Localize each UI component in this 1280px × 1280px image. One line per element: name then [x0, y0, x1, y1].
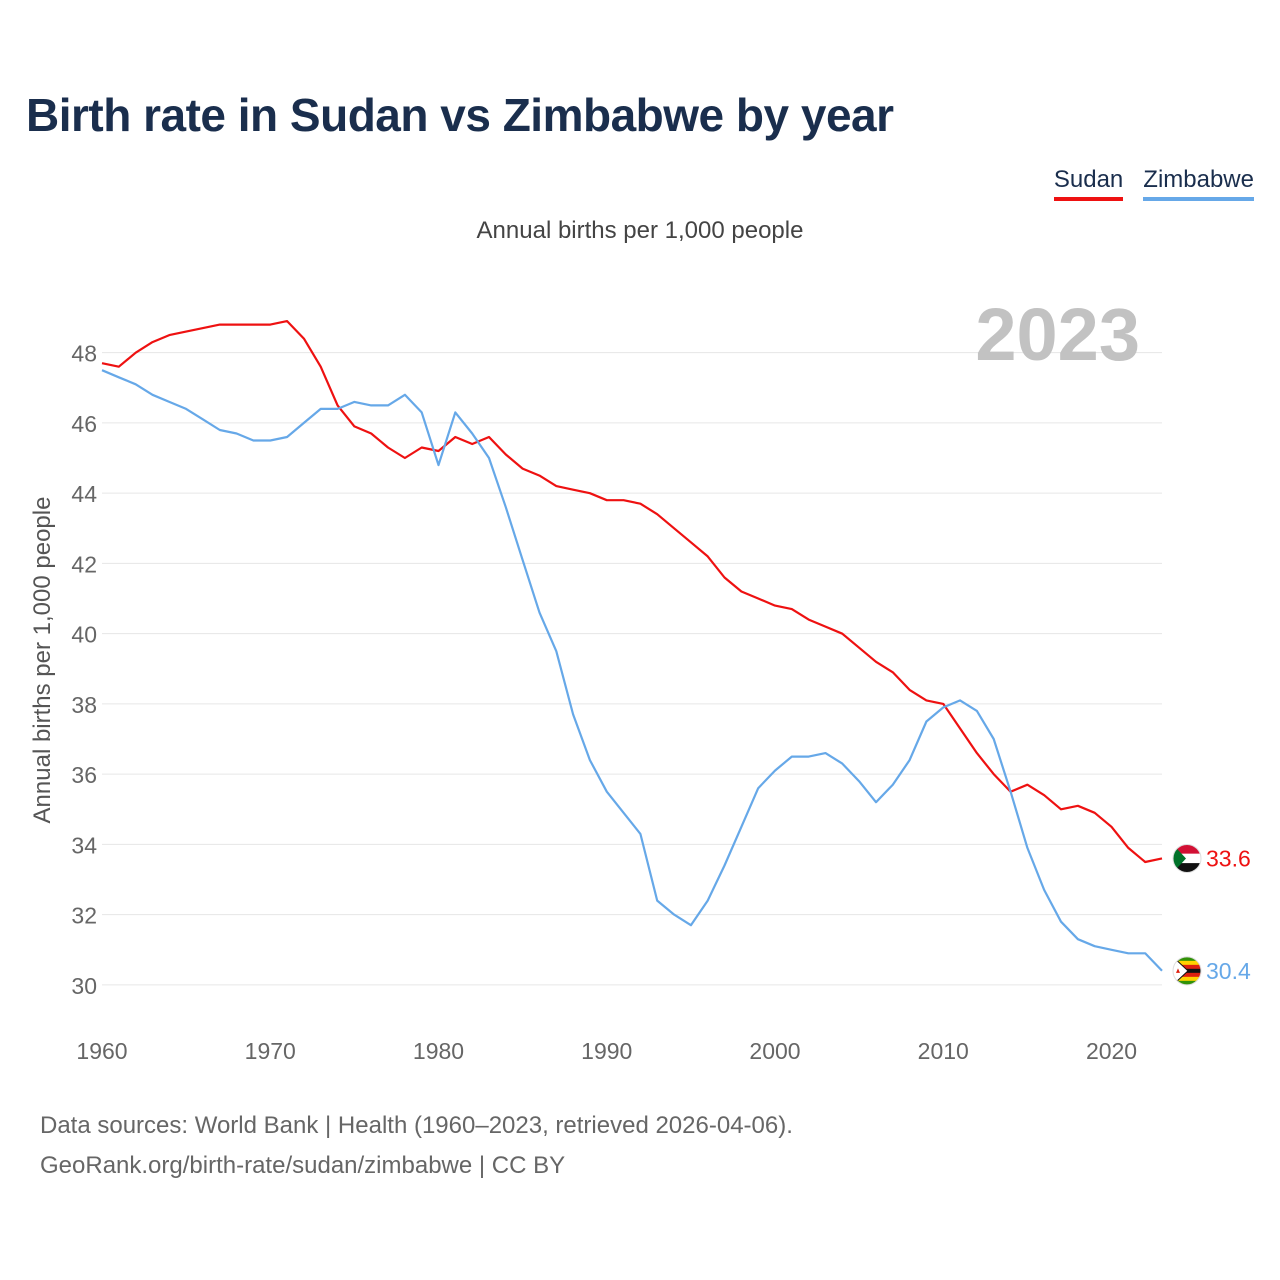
end-label-sudan: 33.6 [1206, 845, 1251, 871]
y-tick-label-44: 44 [71, 481, 97, 507]
y-tick-label-42: 42 [71, 551, 97, 577]
flag-icon-sudan [1172, 843, 1202, 873]
legend-item-sudan[interactable]: Sudan [1053, 166, 1124, 201]
legend: Sudan Zimbabwe [1053, 166, 1254, 201]
x-tick-label-2000: 2000 [749, 1038, 800, 1064]
x-tick-label-2010: 2010 [918, 1038, 969, 1064]
legend-item-zimbabwe[interactable]: Zimbabwe [1143, 166, 1254, 201]
series-line-sudan [101, 320, 1163, 864]
source-line-1: Data sources: World Bank | Health (1960–… [40, 1112, 793, 1139]
x-tick-label-1980: 1980 [413, 1038, 464, 1064]
y-tick-label-38: 38 [71, 692, 97, 718]
x-tick-label-1960: 1960 [76, 1038, 127, 1064]
year-watermark: 2023 [975, 293, 1140, 376]
source-note: Data sources: World Bank | Health (1960–… [40, 1106, 793, 1186]
y-tick-label-40: 40 [71, 622, 97, 648]
chart-title: Birth rate in Sudan vs Zimbabwe by year [26, 89, 894, 141]
y-axis-title: Annual births per 1,000 people [29, 497, 56, 824]
y-tick-label-46: 46 [71, 411, 97, 437]
end-label-zimbabwe: 30.4 [1206, 958, 1251, 984]
y-tick-label-34: 34 [71, 832, 97, 858]
y-tick-label-36: 36 [71, 762, 97, 788]
series-line-zimbabwe [101, 369, 1163, 972]
y-tick-label-48: 48 [71, 341, 97, 367]
x-tick-label-1990: 1990 [581, 1038, 632, 1064]
y-tick-label-30: 30 [71, 973, 97, 999]
y-tick-label-32: 32 [71, 903, 97, 929]
chart-subtitle: Annual births per 1,000 people [476, 217, 804, 244]
flag-icon-zimbabwe [1172, 956, 1202, 986]
source-line-2: GeoRank.org/birth-rate/sudan/zimbabwe | … [40, 1152, 566, 1179]
x-tick-label-1970: 1970 [245, 1038, 296, 1064]
x-tick-label-2020: 2020 [1086, 1038, 1137, 1064]
